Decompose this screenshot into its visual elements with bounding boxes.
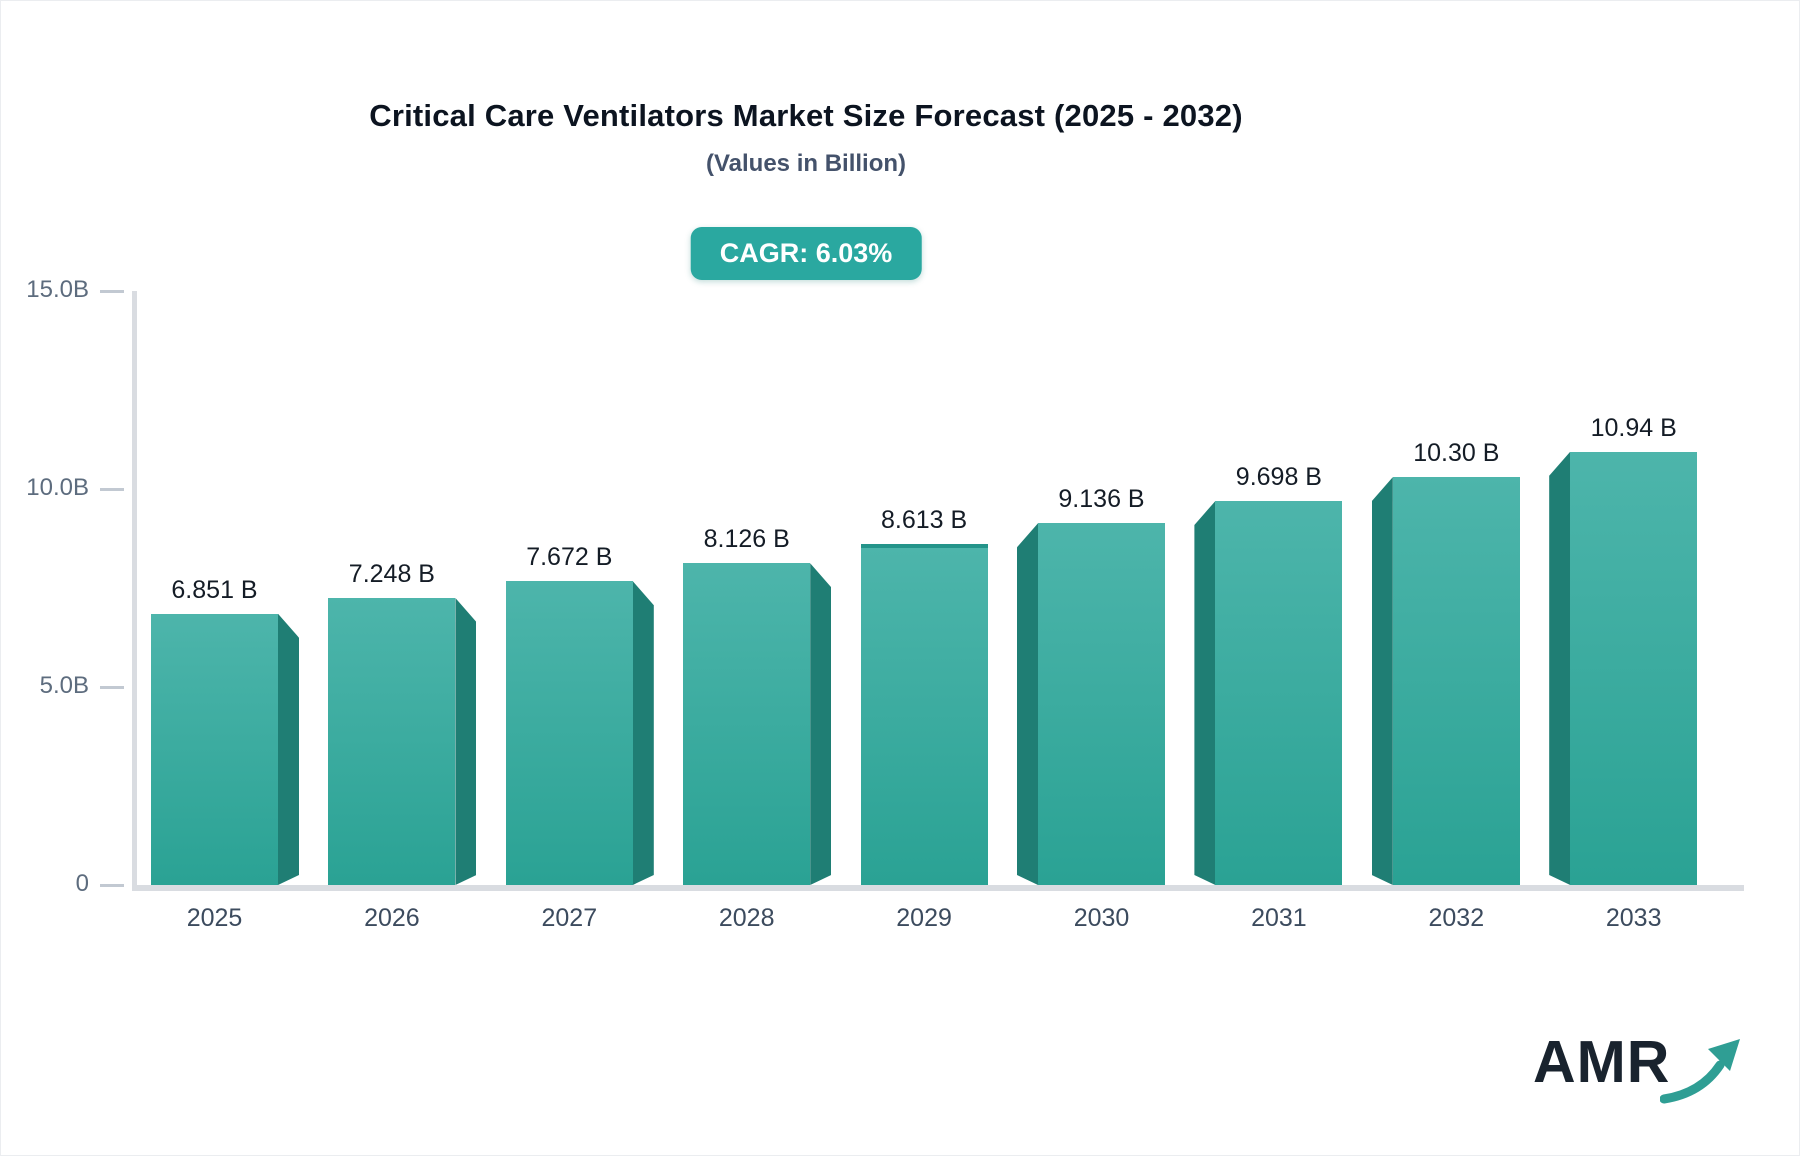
bar-2029 (860, 543, 988, 885)
x-axis-label-2029: 2029 (896, 904, 952, 932)
bar-side-shadow (1194, 501, 1215, 885)
bar-2026 (328, 597, 456, 885)
x-axis-label-2032: 2032 (1428, 904, 1485, 932)
bar-2032 (1392, 477, 1520, 885)
bar-2025 (151, 613, 278, 885)
bar-2031 (1215, 500, 1343, 885)
bar-side-shadow (1017, 523, 1038, 885)
bar-value-label: 6.851 B (171, 575, 258, 604)
growth-arrow-icon (1660, 1039, 1741, 1104)
x-axis-line (132, 885, 1744, 891)
x-axis-label-2026: 2026 (364, 904, 420, 932)
y-tick-label: 10.0B (26, 474, 89, 501)
bar-value-label: 9.698 B (1235, 462, 1322, 491)
x-axis-label-2033: 2033 (1605, 904, 1662, 932)
bar-2027 (505, 581, 633, 885)
bar-2033 (1570, 451, 1698, 885)
bar-side-shadow (1372, 477, 1393, 885)
chart-title: Critical Care Ventilators Market Size Fo… (369, 98, 1243, 133)
x-axis-label-2030: 2030 (1073, 904, 1130, 932)
y-tick-label: 0 (75, 870, 89, 897)
bar-side-shadow (455, 598, 476, 885)
bar-side-shadow (633, 581, 654, 885)
cagr-badge: CAGR: 6.03% (690, 227, 922, 280)
bar-side-shadow (1549, 452, 1570, 885)
bar-side-shadow (278, 614, 299, 885)
x-axis-label-2025: 2025 (186, 904, 243, 932)
y-tick-dash (100, 488, 124, 491)
x-axis-label-2027: 2027 (541, 904, 598, 932)
y-tick-label: 5.0B (39, 672, 89, 699)
bar-2030 (1038, 523, 1165, 885)
y-tick-dash (100, 884, 124, 887)
logo-text: AMR (1533, 1029, 1671, 1095)
y-tick-label: 15.0B (26, 276, 89, 303)
bar-side-shadow (810, 563, 831, 885)
chart-subtitle: (Values in Billion) (705, 150, 907, 177)
bar-value-label: 10.30 B (1413, 439, 1500, 468)
bar-value-label: 8.126 B (703, 525, 790, 554)
y-tick-dash (100, 290, 124, 293)
bar-value-label: 8.613 B (881, 505, 968, 534)
bar-value-label: 9.136 B (1058, 485, 1145, 514)
bar-value-label: 7.248 B (348, 559, 435, 588)
bar-value-label: 7.672 B (526, 543, 613, 572)
x-axis-label-2031: 2031 (1251, 904, 1307, 932)
y-tick-dash (100, 686, 124, 689)
x-axis-label-2028: 2028 (718, 904, 775, 932)
bar-value-label: 10.94 B (1590, 413, 1677, 442)
amr-logo: AMR (1533, 1033, 1744, 1109)
bar-2028 (683, 563, 811, 885)
y-axis-line (132, 291, 137, 891)
